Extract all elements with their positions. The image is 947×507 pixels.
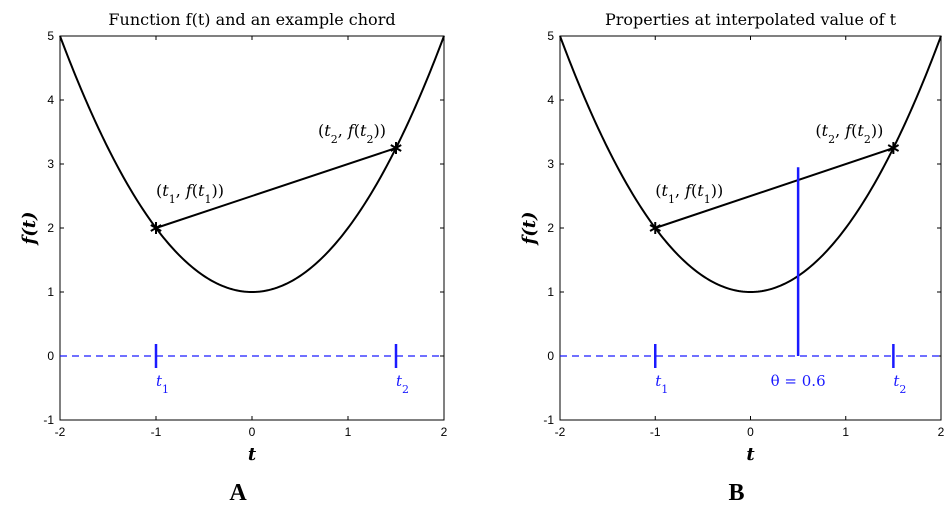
chord-point-marker xyxy=(390,142,402,154)
y-tick-label: 4 xyxy=(547,93,554,107)
x-tick-label: -2 xyxy=(555,425,566,439)
x-tick-label: -1 xyxy=(151,425,162,439)
x-axis-label: t xyxy=(746,444,755,465)
marker-label-t2: t2 xyxy=(893,372,906,396)
marker-label-t2: t2 xyxy=(396,372,409,396)
y-tick-label: -1 xyxy=(543,413,554,427)
chart-title: Function f(t) and an example chord xyxy=(108,10,395,29)
y-tick-label: 4 xyxy=(47,93,54,107)
interp-label: θ = 0.6 xyxy=(771,372,826,390)
x-tick-label: 0 xyxy=(249,425,256,439)
y-axis-label: f(t) xyxy=(19,211,40,246)
y-tick-label: 5 xyxy=(47,29,54,43)
y-tick-label: 2 xyxy=(47,221,54,235)
x-axis-label: t xyxy=(248,444,257,465)
plot-frame xyxy=(559,35,942,421)
y-tick-label: 1 xyxy=(547,285,554,299)
x-tick-label: -1 xyxy=(650,425,661,439)
annotation-point-1: (t1, f(t1)) xyxy=(655,181,723,206)
plot-frame xyxy=(59,35,445,421)
annotation-point-2: (t2, f(t2)) xyxy=(318,121,386,146)
marker-label-t1: t1 xyxy=(156,372,169,396)
chord-point-marker xyxy=(649,222,661,234)
x-tick-label: -2 xyxy=(55,425,66,439)
y-tick-label: 3 xyxy=(547,157,554,171)
chord-line xyxy=(654,147,894,229)
panel-letter: A xyxy=(229,480,247,506)
marker-label-t1: t1 xyxy=(655,372,668,396)
chord-point-marker xyxy=(150,222,162,234)
panel-letter: B xyxy=(728,480,744,506)
y-axis-label: f(t) xyxy=(519,211,540,246)
x-tick-label: 1 xyxy=(345,425,352,439)
x-tick-label: 2 xyxy=(441,425,448,439)
function-curve xyxy=(59,35,445,294)
chart-title: Properties at interpolated value of t xyxy=(605,10,897,29)
y-tick-label: 3 xyxy=(47,157,54,171)
y-tick-label: 5 xyxy=(547,29,554,43)
chord-line xyxy=(155,147,397,229)
annotation-point-1: (t1, f(t1)) xyxy=(156,181,224,206)
y-tick-label: 1 xyxy=(47,285,54,299)
y-tick-label: 2 xyxy=(547,221,554,235)
x-tick-label: 0 xyxy=(747,425,754,439)
chord-point-marker xyxy=(887,142,900,154)
function-curve xyxy=(559,35,942,294)
x-tick-label: 2 xyxy=(938,425,945,439)
x-tick-label: 1 xyxy=(842,425,849,439)
annotation-point-2: (t2, f(t2)) xyxy=(815,121,883,146)
y-tick-label: -1 xyxy=(43,413,54,427)
y-tick-label: 0 xyxy=(47,349,54,363)
y-tick-label: 0 xyxy=(547,349,554,363)
